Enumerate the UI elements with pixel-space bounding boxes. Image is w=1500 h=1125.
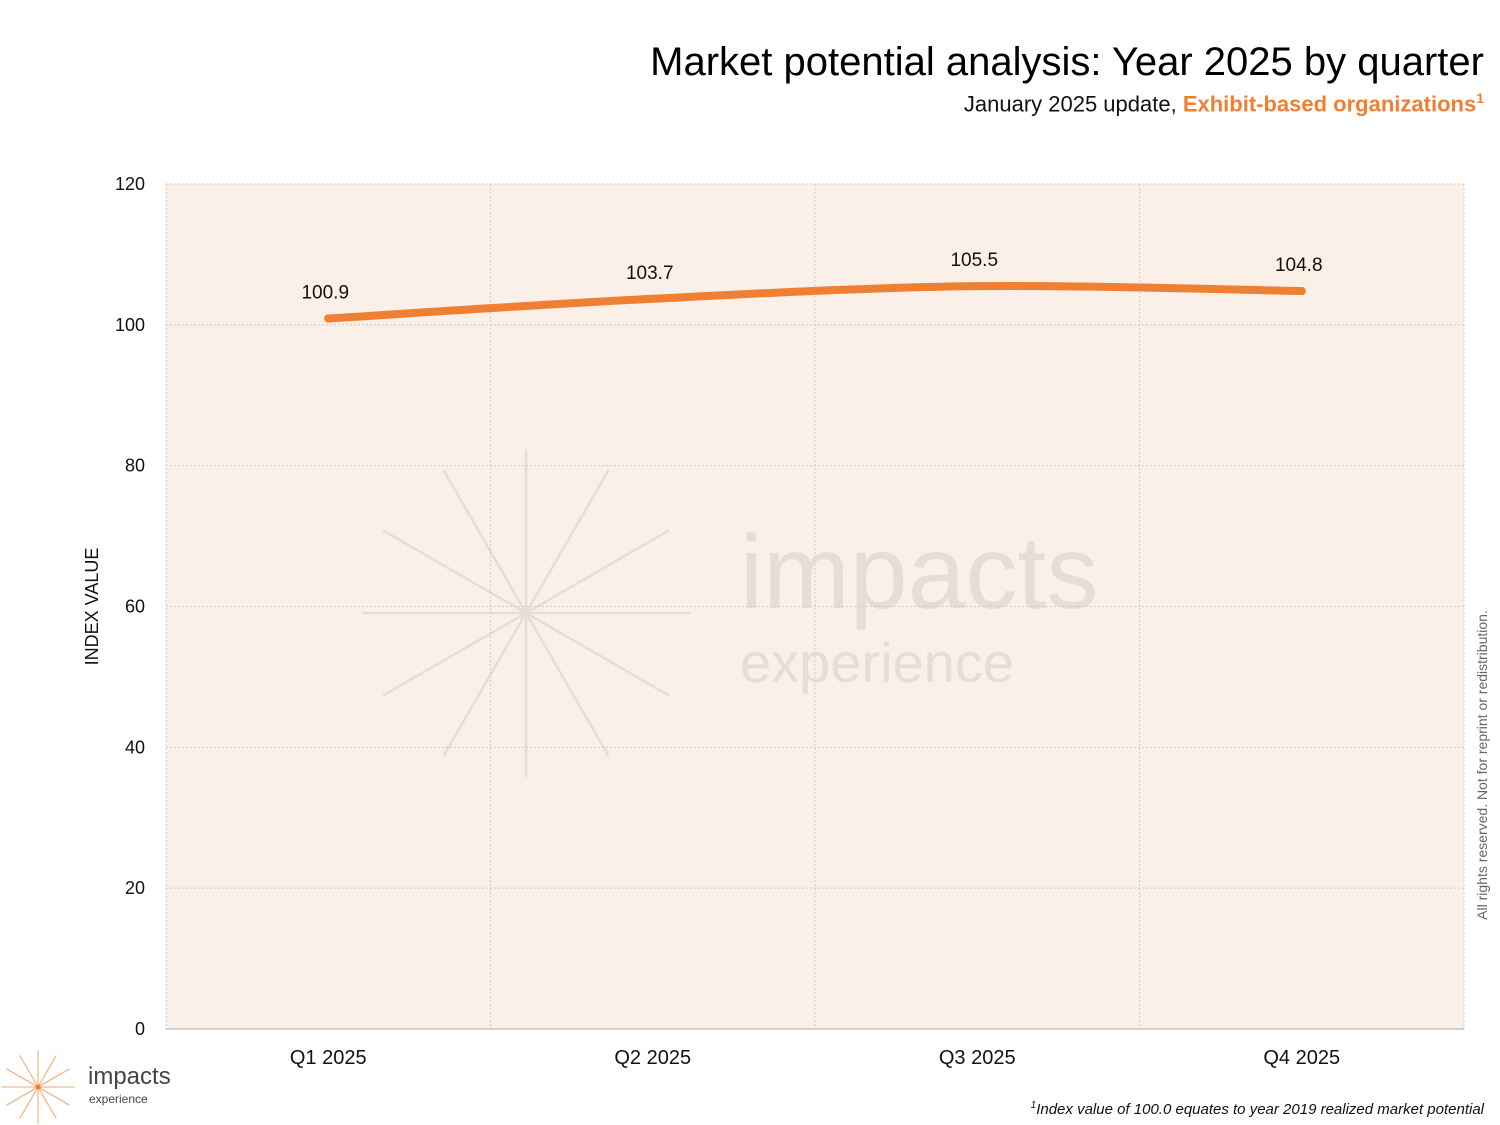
logo-name: impacts: [88, 1063, 171, 1090]
logo-ray: [19, 1086, 39, 1119]
data-label: 100.9: [301, 282, 349, 303]
data-point: [1297, 287, 1306, 296]
y-tick-label: 20: [125, 878, 145, 898]
logo-ray: [37, 1086, 70, 1106]
x-tick-label: Q3 2025: [939, 1047, 1016, 1069]
logo-ray: [6, 1086, 39, 1106]
watermark-ray: [442, 469, 528, 614]
series-line: [324, 281, 1306, 323]
chart-title: Market potential analysis: Year 2025 by …: [650, 40, 1484, 84]
data-label: 105.5: [950, 250, 998, 271]
chart-subtitle: January 2025 update, Exhibit-based organ…: [964, 84, 1484, 118]
footnote: 1Index value of 100.0 equates to year 20…: [1031, 1100, 1484, 1118]
y-axis-label: INDEX VALUE: [82, 548, 102, 666]
data-point: [324, 314, 333, 323]
logo-ray: [19, 1055, 39, 1088]
logo-subtitle: experience: [89, 1092, 148, 1106]
footnote-marker: 1: [1030, 1100, 1037, 1111]
y-tick-label: 120: [115, 174, 145, 194]
data-point: [973, 282, 982, 291]
watermark-ray: [524, 612, 610, 757]
x-tick-label: Q1 2025: [290, 1047, 367, 1069]
impacts-logo-icon: [1, 1050, 75, 1124]
data-label: 104.8: [1275, 255, 1323, 276]
rights-notice: All rights reserved. Not for reprint or …: [1474, 610, 1490, 920]
data-point: [648, 294, 657, 303]
watermark-subtitle: experience: [740, 631, 1014, 694]
x-tick-label: Q4 2025: [1263, 1047, 1340, 1069]
watermark-ray: [525, 529, 670, 615]
logo-ray: [37, 1086, 57, 1119]
subtitle-footnote-marker: 1: [1476, 90, 1484, 106]
data-label: 103.7: [626, 263, 674, 284]
watermark-ray: [382, 611, 527, 697]
y-tick-label: 60: [125, 597, 145, 617]
subtitle-date: January 2025 update,: [963, 91, 1183, 117]
logo-ray: [37, 1055, 57, 1088]
y-tick-label: 40: [125, 737, 145, 757]
logo-center-dot: [35, 1084, 41, 1090]
watermark-ray: [442, 612, 528, 757]
footnote-text: Index value of 100.0 equates to year 201…: [1036, 1101, 1484, 1118]
logo-ray: [37, 1068, 70, 1088]
subtitle-segment: Exhibit-based organizations: [1182, 91, 1477, 117]
logo-ray: [6, 1068, 39, 1088]
watermark-ray: [382, 529, 527, 615]
watermark-ray: [525, 611, 670, 697]
watermark-ray: [524, 469, 610, 614]
y-tick-label: 80: [125, 456, 145, 476]
x-tick-label: Q2 2025: [614, 1047, 691, 1069]
y-tick-label: 0: [135, 1019, 145, 1039]
watermark-name: impacts: [740, 515, 1098, 631]
y-tick-label: 100: [115, 315, 145, 335]
